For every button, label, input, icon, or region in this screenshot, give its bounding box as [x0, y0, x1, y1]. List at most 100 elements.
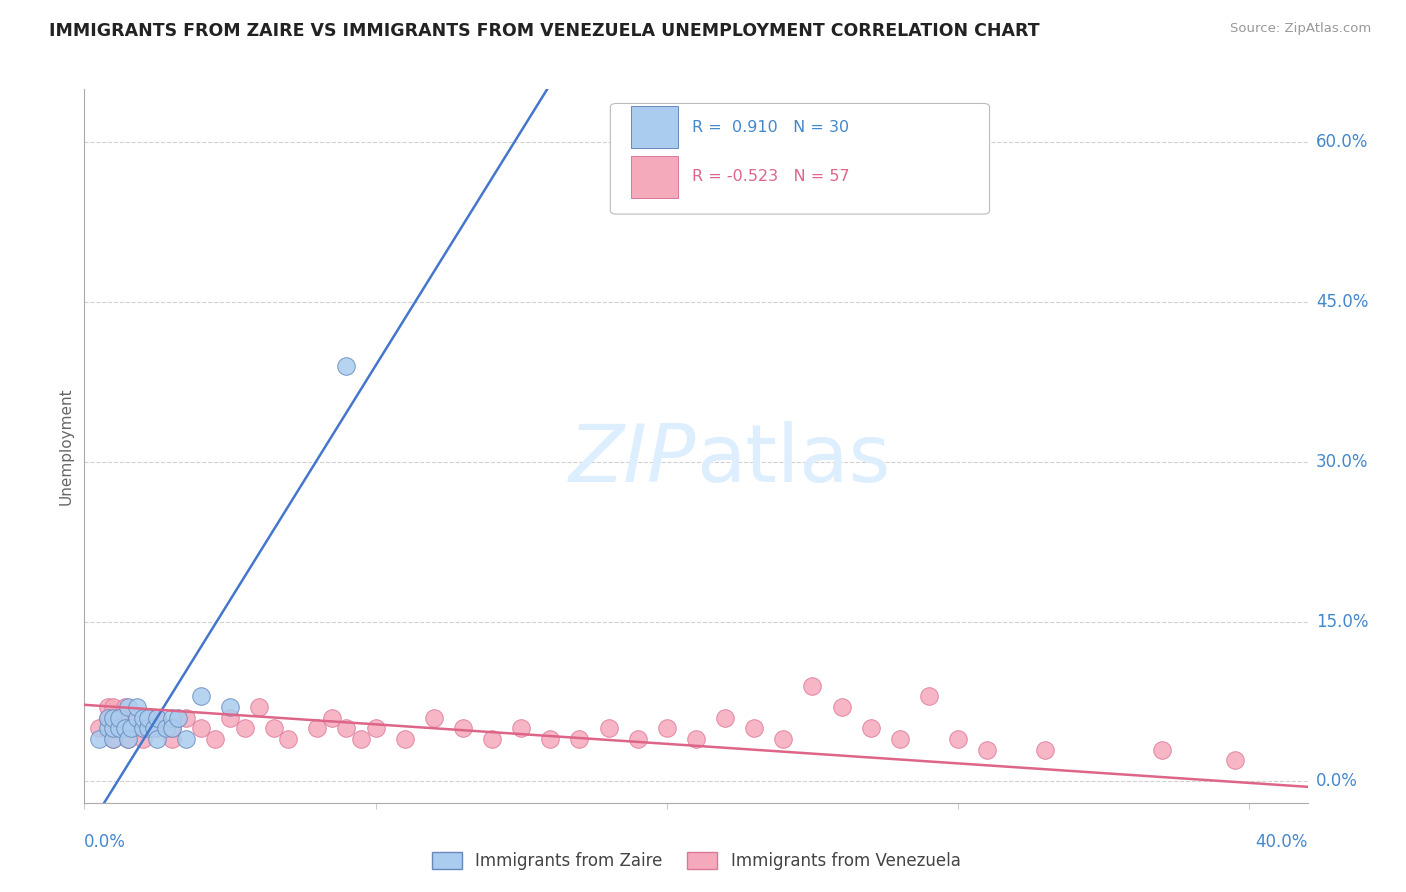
Point: [160, 710, 183, 724]
Text: 60.0%: 60.0%: [1316, 134, 1368, 152]
Point: [801, 679, 824, 693]
Point: [146, 731, 169, 746]
Point: [772, 731, 794, 746]
Point: [742, 721, 765, 735]
Point: [108, 710, 131, 724]
Point: [918, 690, 941, 704]
Point: [859, 721, 882, 735]
Text: IMMIGRANTS FROM ZAIRE VS IMMIGRANTS FROM VENEZUELA UNEMPLOYMENT CORRELATION CHAR: IMMIGRANTS FROM ZAIRE VS IMMIGRANTS FROM…: [49, 22, 1040, 40]
Point: [87, 731, 110, 746]
Text: atlas: atlas: [696, 421, 890, 500]
Point: [103, 700, 125, 714]
Point: [103, 710, 125, 724]
Point: [655, 721, 678, 735]
Point: [714, 710, 737, 724]
Point: [146, 710, 169, 724]
Point: [627, 731, 650, 746]
Point: [117, 731, 139, 746]
Point: [97, 710, 120, 724]
Point: [307, 721, 329, 735]
Point: [108, 710, 131, 724]
Point: [160, 721, 183, 735]
Point: [87, 721, 110, 735]
Text: R =  0.910   N = 30: R = 0.910 N = 30: [692, 120, 849, 135]
Point: [117, 710, 139, 724]
Point: [233, 721, 256, 735]
Point: [146, 721, 169, 735]
Text: 40.0%: 40.0%: [1256, 833, 1308, 851]
Legend: Immigrants from Zaire, Immigrants from Venezuela: Immigrants from Zaire, Immigrants from V…: [425, 845, 967, 877]
Point: [103, 710, 125, 724]
Point: [277, 731, 299, 746]
Point: [117, 731, 139, 746]
Point: [321, 710, 343, 724]
Point: [263, 721, 285, 735]
Point: [946, 731, 969, 746]
Point: [831, 700, 853, 714]
Point: [138, 710, 160, 724]
Point: [219, 700, 242, 714]
FancyBboxPatch shape: [631, 105, 678, 148]
Point: [335, 359, 357, 373]
Point: [1150, 742, 1173, 756]
Point: [335, 721, 357, 735]
Point: [568, 731, 591, 746]
Text: 15.0%: 15.0%: [1316, 613, 1368, 631]
Point: [510, 721, 533, 735]
Point: [538, 731, 561, 746]
Point: [451, 721, 474, 735]
Point: [143, 721, 166, 735]
Point: [97, 710, 120, 724]
Point: [125, 721, 148, 735]
Point: [108, 721, 131, 735]
FancyBboxPatch shape: [631, 155, 678, 198]
Point: [174, 731, 197, 746]
Point: [125, 700, 148, 714]
Point: [117, 700, 139, 714]
Text: ZIP: ZIP: [568, 421, 696, 500]
Point: [125, 710, 148, 724]
Point: [114, 721, 136, 735]
Point: [190, 721, 212, 735]
Point: [131, 731, 153, 746]
Point: [160, 731, 183, 746]
Point: [103, 731, 125, 746]
Point: [174, 710, 197, 724]
Point: [108, 721, 131, 735]
Point: [120, 721, 142, 735]
Point: [190, 690, 212, 704]
Point: [481, 731, 503, 746]
Point: [131, 710, 153, 724]
Point: [364, 721, 387, 735]
Point: [155, 721, 177, 735]
Text: R = -0.523   N = 57: R = -0.523 N = 57: [692, 169, 849, 185]
Point: [423, 710, 446, 724]
Point: [598, 721, 620, 735]
Point: [394, 731, 416, 746]
Text: Source: ZipAtlas.com: Source: ZipAtlas.com: [1230, 22, 1371, 36]
Point: [97, 721, 120, 735]
Text: 0.0%: 0.0%: [1316, 772, 1358, 790]
Point: [247, 700, 270, 714]
Point: [103, 721, 125, 735]
Point: [160, 721, 183, 735]
Point: [138, 710, 160, 724]
Point: [976, 742, 998, 756]
Text: 0.0%: 0.0%: [84, 833, 127, 851]
Point: [204, 731, 226, 746]
Point: [1223, 753, 1246, 767]
Point: [166, 710, 188, 724]
Point: [97, 700, 120, 714]
Point: [125, 710, 148, 724]
Point: [131, 721, 153, 735]
Point: [138, 721, 160, 735]
FancyBboxPatch shape: [610, 103, 990, 214]
Point: [131, 721, 153, 735]
Point: [219, 710, 242, 724]
Point: [103, 731, 125, 746]
Point: [889, 731, 911, 746]
Point: [114, 700, 136, 714]
Point: [350, 731, 373, 746]
Text: 30.0%: 30.0%: [1316, 453, 1368, 471]
Text: 45.0%: 45.0%: [1316, 293, 1368, 311]
